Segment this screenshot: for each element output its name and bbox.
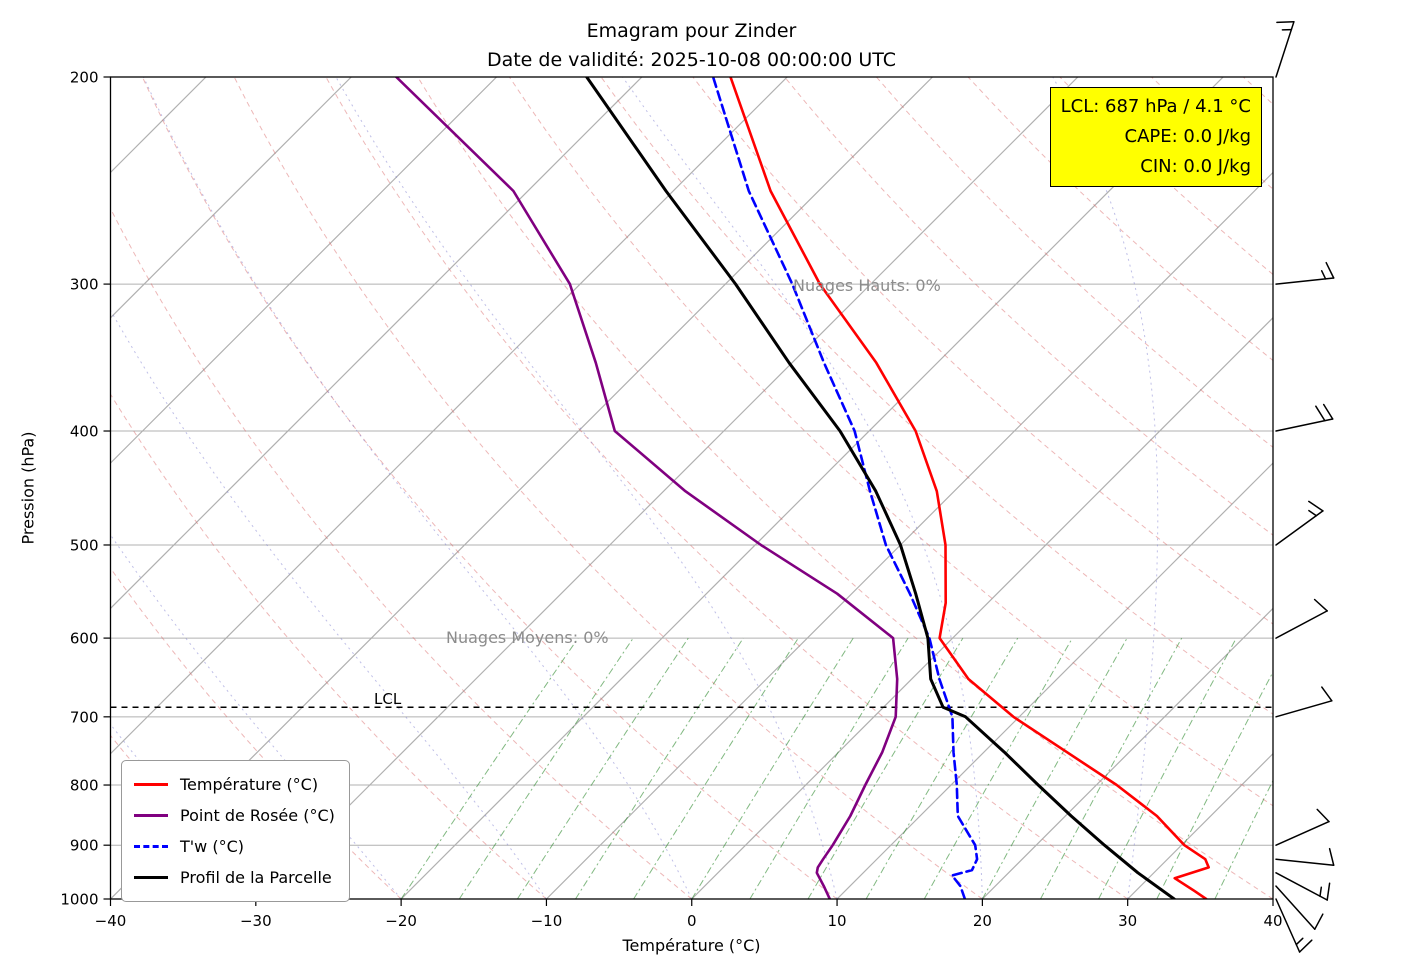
wind-barb	[1275, 418, 1334, 432]
x-tick-label: −40	[95, 912, 127, 930]
chart-title: Emagram pour Zinder	[586, 20, 797, 42]
legend-item-parcel: Profil de la Parcelle	[134, 862, 335, 893]
wet-bulb-curve	[711, 77, 979, 899]
wind-barbs	[1275, 21, 1335, 953]
dew-point-line-sample	[134, 814, 168, 817]
wind-barb	[1275, 700, 1333, 718]
wind-barb	[1275, 277, 1335, 285]
wind-barb	[1275, 885, 1316, 930]
parcel-profile-curve	[585, 77, 1176, 899]
y-tick-label: 900	[70, 837, 99, 855]
x-tick-label: −10	[531, 912, 563, 930]
lcl-line-label: LCL	[374, 690, 402, 708]
info-box-lcl: LCL: 687 hPa / 4.1 °C	[1060, 96, 1251, 117]
high-clouds-annotation: Nuages Hauts: 0%	[793, 276, 941, 295]
y-axis-label: Pression (hPa)	[18, 431, 38, 545]
legend-item-temperature: Température (°C)	[134, 769, 335, 800]
mid-clouds-annotation: Nuages Moyens: 0%	[446, 628, 609, 647]
x-tick-label: 20	[973, 912, 992, 930]
legend-item-wet-bulb: T'w (°C)	[134, 831, 335, 862]
legend-label-parcel: Profil de la Parcelle	[180, 868, 332, 887]
y-tick-label: 300	[70, 276, 99, 294]
parcel-line-sample	[134, 876, 168, 879]
wind-barb	[1275, 21, 1295, 78]
temperature-line-sample	[134, 783, 168, 786]
wind-barb	[1275, 898, 1301, 953]
y-tick-label: 800	[70, 777, 99, 795]
x-axis-label: Température (°C)	[622, 936, 761, 955]
y-tick-label: 600	[70, 630, 99, 648]
legend-label-dew-point: Point de Rosée (°C)	[180, 806, 335, 825]
x-tick-label: 40	[1263, 912, 1282, 930]
wind-barb	[1275, 858, 1335, 866]
legend-label-wet-bulb: T'w (°C)	[180, 837, 244, 856]
y-tick-label: 700	[70, 708, 99, 726]
y-tick-label: 400	[70, 423, 99, 441]
y-tick-label: 500	[70, 536, 99, 554]
legend: Température (°C) Point de Rosée (°C) T'w…	[121, 760, 350, 902]
wind-barb	[1275, 610, 1328, 639]
info-box-cin: CIN: 0.0 J/kg	[1140, 156, 1251, 177]
x-tick-label: 30	[1118, 912, 1137, 930]
wind-barb	[1275, 872, 1328, 901]
x-tick-label: 0	[687, 912, 697, 930]
wet-bulb-line-sample	[134, 845, 168, 848]
legend-item-dew-point: Point de Rosée (°C)	[134, 800, 335, 831]
info-box-cape: CAPE: 0.0 J/kg	[1124, 126, 1251, 147]
info-box: LCL: 687 hPa / 4.1 °C CAPE: 0.0 J/kg CIN…	[1049, 87, 1262, 187]
x-tick-label: −20	[385, 912, 417, 930]
dew-point-curve	[394, 77, 899, 899]
x-tick-label: −30	[240, 912, 272, 930]
legend-label-temperature: Température (°C)	[180, 775, 319, 794]
wind-barb	[1275, 820, 1330, 846]
chart-subtitle: Date de validité: 2025-10-08 00:00:00 UT…	[486, 49, 897, 71]
x-tick-label: 10	[828, 912, 847, 930]
y-tick-label: 200	[70, 69, 99, 87]
wind-barb	[1275, 510, 1324, 546]
y-tick-label: 1000	[60, 891, 98, 909]
temperature-curve	[729, 77, 1210, 899]
